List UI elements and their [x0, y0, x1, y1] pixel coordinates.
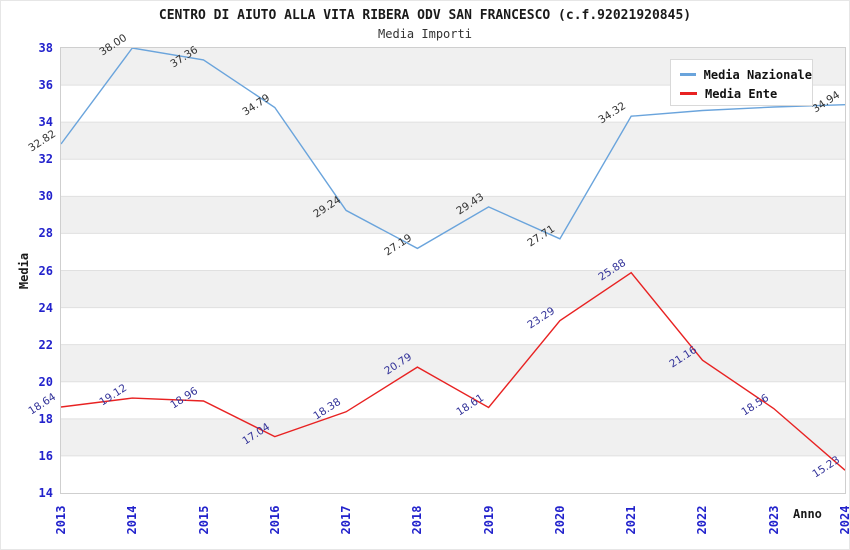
y-tick-label: 22 [38, 337, 53, 352]
legend-item-media-ente: Media Ente [671, 84, 812, 103]
x-tick-label: 2016 [267, 505, 282, 535]
legend-label: Media Nazionale [703, 67, 812, 82]
y-tick-label: 38 [38, 41, 53, 55]
x-tick-label: 2015 [196, 505, 211, 535]
legend-item-media-nazionale: Media Nazionale [671, 65, 812, 84]
x-axis-title: Anno [793, 507, 822, 521]
x-tick-label: 2014 [125, 505, 140, 535]
x-tick-label: 2021 [624, 505, 639, 535]
legend-label: Media Ente [705, 86, 778, 101]
legend: Media Nazionale Media Ente [670, 59, 813, 106]
chart-subtitle: Media Importi [378, 27, 472, 41]
y-tick-label: 34 [38, 115, 53, 130]
legend-line-swatch-blue [680, 73, 696, 76]
x-tick-label: 2019 [481, 505, 496, 535]
y-tick-label: 24 [38, 300, 53, 315]
plot-area: 32.82 38.00 37.36 34.79 29.24 27.19 29.43 27.71… [26, 32, 846, 494]
y-tick-label: 20 [38, 374, 53, 389]
y-tick-label: 32 [38, 152, 53, 167]
legend-line-swatch-red [680, 92, 697, 95]
x-tick-label: 2022 [695, 505, 710, 535]
y-tick-label: 14 [38, 486, 53, 500]
y-tick-label: 26 [38, 263, 53, 278]
y-tick-label: 28 [38, 226, 53, 241]
x-tick-label: 2023 [766, 505, 781, 535]
y-tick-label: 16 [38, 448, 53, 463]
y-tick-label: 36 [38, 78, 53, 93]
y-tick-label: 30 [38, 189, 53, 204]
x-tick-label: 2020 [552, 505, 567, 535]
y-tick-label: 18 [38, 411, 53, 426]
x-tick-label: 2024 [838, 505, 850, 535]
x-tick-label: 2013 [54, 505, 68, 535]
chart-title: CENTRO DI AIUTO ALLA VITA RIBERA ODV SAN… [158, 8, 692, 23]
x-tick-label: 2018 [410, 505, 425, 535]
x-tick-label: 2017 [339, 505, 354, 535]
